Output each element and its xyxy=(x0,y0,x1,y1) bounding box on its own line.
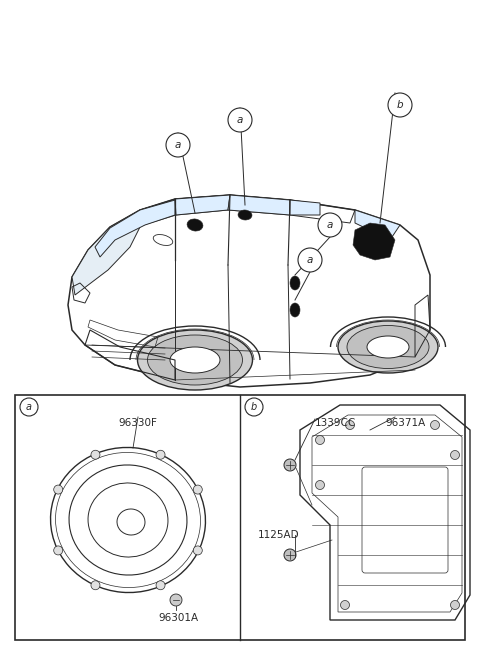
Bar xyxy=(15,395,465,640)
Ellipse shape xyxy=(290,276,300,290)
Circle shape xyxy=(318,213,342,237)
Circle shape xyxy=(451,601,459,610)
Circle shape xyxy=(431,421,440,430)
Circle shape xyxy=(298,248,322,272)
Ellipse shape xyxy=(156,450,165,459)
Text: 96371A: 96371A xyxy=(385,418,425,428)
Circle shape xyxy=(315,481,324,489)
Ellipse shape xyxy=(54,485,63,494)
Ellipse shape xyxy=(187,219,203,231)
Text: b: b xyxy=(396,100,403,110)
Polygon shape xyxy=(72,210,140,295)
Circle shape xyxy=(170,594,182,606)
Polygon shape xyxy=(290,200,320,215)
Circle shape xyxy=(245,398,263,416)
Circle shape xyxy=(20,398,38,416)
Ellipse shape xyxy=(347,326,429,369)
Text: a: a xyxy=(175,140,181,150)
Ellipse shape xyxy=(290,303,300,317)
Polygon shape xyxy=(353,223,395,260)
Circle shape xyxy=(388,93,412,117)
Ellipse shape xyxy=(156,581,165,590)
Circle shape xyxy=(284,549,296,561)
Ellipse shape xyxy=(193,485,202,494)
Text: a: a xyxy=(327,220,333,230)
Circle shape xyxy=(451,451,459,460)
Ellipse shape xyxy=(367,336,409,358)
Polygon shape xyxy=(228,195,290,215)
Ellipse shape xyxy=(338,321,438,373)
Ellipse shape xyxy=(91,581,100,590)
Text: a: a xyxy=(237,115,243,125)
Text: a: a xyxy=(26,402,32,412)
Ellipse shape xyxy=(91,450,100,459)
Text: 96301A: 96301A xyxy=(158,613,198,623)
Circle shape xyxy=(284,459,296,471)
Circle shape xyxy=(346,421,355,430)
Text: 1339CC: 1339CC xyxy=(315,418,356,428)
Ellipse shape xyxy=(193,546,202,555)
Polygon shape xyxy=(355,210,400,240)
Circle shape xyxy=(166,133,190,157)
Ellipse shape xyxy=(54,546,63,555)
Ellipse shape xyxy=(238,210,252,220)
Circle shape xyxy=(340,601,349,610)
Ellipse shape xyxy=(137,330,252,390)
Ellipse shape xyxy=(147,335,242,385)
Circle shape xyxy=(228,108,252,132)
Text: b: b xyxy=(251,402,257,412)
Text: 1125AD: 1125AD xyxy=(258,530,300,540)
Circle shape xyxy=(315,436,324,445)
Text: 96330F: 96330F xyxy=(119,418,157,428)
Ellipse shape xyxy=(170,347,220,373)
Polygon shape xyxy=(175,195,230,215)
Polygon shape xyxy=(95,200,175,257)
Text: a: a xyxy=(307,255,313,265)
